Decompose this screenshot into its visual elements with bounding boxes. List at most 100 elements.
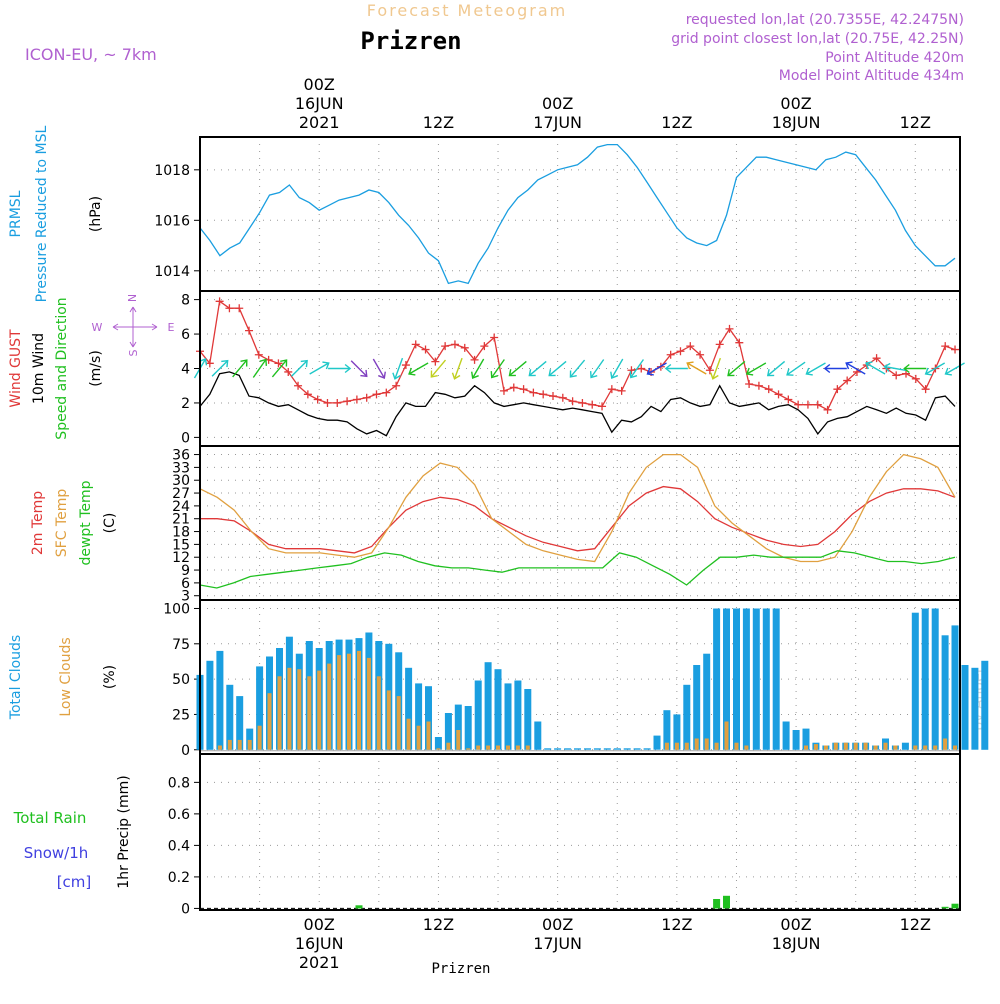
time-label: 16JUN xyxy=(295,94,344,113)
bar-clouds-total xyxy=(574,748,581,750)
ytick-label-temperature: 27 xyxy=(172,486,190,502)
bar-clouds-total xyxy=(444,713,452,750)
gust-marker xyxy=(607,385,616,394)
time-label: 2021 xyxy=(299,113,340,132)
panel-frame-pressure xyxy=(199,136,961,292)
wind-arrow xyxy=(490,359,505,379)
time-label: 12Z xyxy=(661,113,692,132)
gust-marker xyxy=(303,390,312,399)
wind-arrow xyxy=(430,359,447,378)
bar-clouds-low xyxy=(327,663,332,750)
ytick-label-temperature: 24 xyxy=(172,499,190,515)
series-pressure-main xyxy=(199,143,956,285)
gust-marker xyxy=(205,359,214,368)
panel-wind: 0 2 4 6 8 Wind GUST 10m Wind Speed and Directio… xyxy=(8,290,965,447)
wind-arrow xyxy=(211,359,229,377)
bar-clouds-low xyxy=(684,742,689,750)
bar-clouds-low xyxy=(396,696,401,750)
gust-marker xyxy=(892,371,901,380)
bar-clouds-low xyxy=(853,742,858,750)
bar-clouds-low xyxy=(943,738,948,750)
time-label: 2021 xyxy=(299,953,340,972)
ytick-label-temperature: 15 xyxy=(172,537,190,553)
bar-clouds-total xyxy=(236,696,244,750)
bar-clouds-total xyxy=(564,748,572,750)
bar-clouds-total xyxy=(703,653,711,750)
bar-clouds-low xyxy=(883,742,888,750)
bar-clouds-total xyxy=(405,667,413,750)
precip-legend-line: Snow/1h xyxy=(24,844,89,862)
bar-clouds-total xyxy=(584,748,591,750)
gust-marker xyxy=(833,385,842,394)
bar-clouds-low xyxy=(486,745,491,750)
bar-clouds-total xyxy=(762,608,770,750)
bar-clouds-total xyxy=(425,686,432,750)
time-label: 12Z xyxy=(900,113,931,132)
bar-clouds-low xyxy=(287,667,292,750)
bar-clouds-total xyxy=(534,721,542,750)
bar-clouds-low xyxy=(436,748,441,750)
gust-marker xyxy=(254,350,263,359)
ytick-label-wind: 6 xyxy=(181,327,190,343)
bar-clouds-total xyxy=(246,728,254,750)
ytick-label-wind: 0 xyxy=(181,430,190,446)
bar-clouds-low xyxy=(217,745,222,750)
gust-marker xyxy=(450,340,459,349)
gust-marker xyxy=(823,405,832,414)
bar-clouds-low xyxy=(426,721,431,750)
bar-precip-rain xyxy=(355,905,363,909)
bar-clouds-low xyxy=(734,742,739,750)
wind-arrow xyxy=(845,361,866,375)
ytick-label-temperature: 30 xyxy=(172,473,190,489)
bar-clouds-low xyxy=(357,650,361,750)
wind-arrow xyxy=(883,362,907,372)
time-label: 16JUN xyxy=(295,934,344,953)
bar-clouds-total xyxy=(792,730,800,750)
panel-clouds: 0 25 50 75 100 Total Clouds Low Clouds (%) xyxy=(8,599,989,759)
ylabel-clouds: (%) xyxy=(102,665,118,689)
gust-marker xyxy=(509,383,518,392)
bar-clouds-low xyxy=(804,745,808,750)
wind-arrow xyxy=(328,363,352,374)
gust-marker xyxy=(872,354,881,363)
wind-arrow xyxy=(309,361,330,375)
bar-precip-rain xyxy=(713,899,721,909)
bar-clouds-low xyxy=(376,676,381,750)
bar-clouds-low xyxy=(406,718,411,750)
gust-marker xyxy=(588,400,597,409)
bar-clouds-low xyxy=(317,670,322,750)
compass-ew-arrow xyxy=(112,323,158,331)
series-wind-gust xyxy=(199,300,956,411)
wind-arrow xyxy=(786,361,806,376)
gust-marker xyxy=(441,342,450,351)
ylabel-temperature: (C) xyxy=(102,513,118,534)
gust-marker xyxy=(401,361,410,370)
ytick-label-precip: 0.4 xyxy=(168,838,190,854)
bar-clouds-low xyxy=(694,738,699,750)
ytick-label-temperature: 3 xyxy=(181,589,190,605)
gust-marker xyxy=(735,338,744,347)
bar-clouds-total xyxy=(613,748,621,750)
bar-clouds-low xyxy=(833,742,838,750)
bar-clouds-total xyxy=(554,748,562,750)
model-altitude: Model Point Altitude 434m xyxy=(779,68,964,84)
bar-clouds-low xyxy=(863,742,868,750)
bar-clouds-low xyxy=(466,748,471,750)
bar-precip-rain xyxy=(951,903,959,909)
compass-w: W xyxy=(92,321,103,334)
bar-clouds-total xyxy=(514,680,522,750)
wind-arrow xyxy=(408,362,429,376)
time-label: 18JUN xyxy=(772,934,821,953)
ylabel-wind: Wind GUST xyxy=(8,329,24,408)
gust-marker xyxy=(568,397,577,406)
gust-marker xyxy=(490,333,499,342)
bar-clouds-total xyxy=(802,728,810,750)
ylabel-temperature: dewpt Temp xyxy=(78,480,94,565)
ytick-label-clouds: 75 xyxy=(172,637,190,653)
precip-legend-line: Total Rain xyxy=(13,809,87,827)
gust-marker xyxy=(549,392,558,401)
bar-clouds-total xyxy=(524,689,532,750)
bar-clouds-total xyxy=(752,608,760,750)
